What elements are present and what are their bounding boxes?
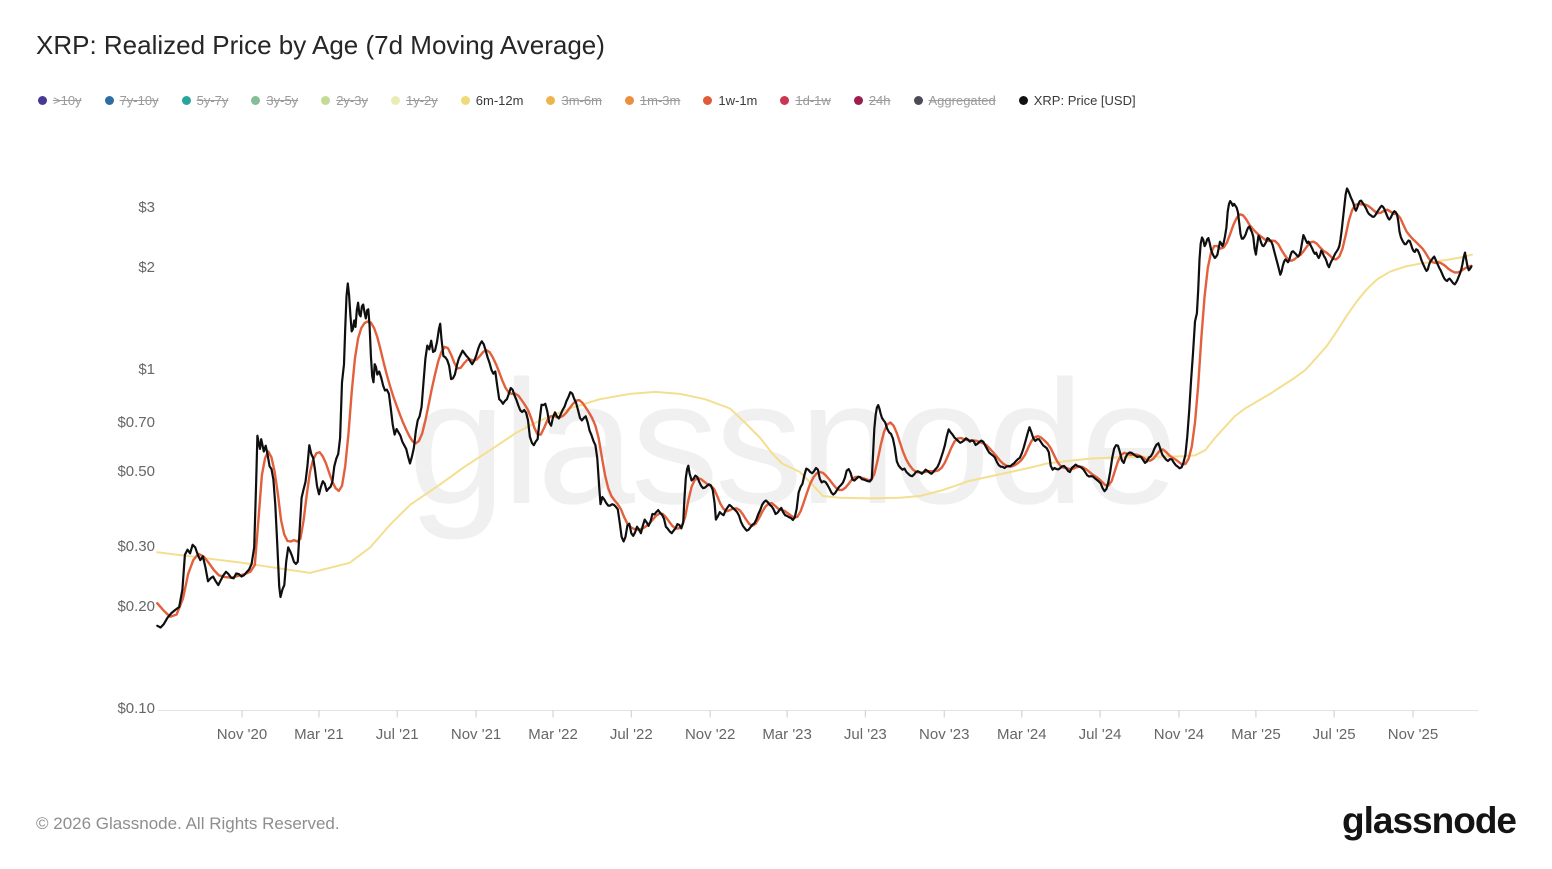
chart-title: XRP: Realized Price by Age (7d Moving Av… [36, 30, 605, 60]
legend-dot-icon [38, 96, 47, 105]
legend-item-label: 1w-1m [718, 93, 758, 108]
legend-item-6m-12m[interactable]: 6m-12m [460, 93, 524, 108]
series-line-xrp-price-usd- [156, 187, 1473, 629]
y-tick-label: $0.20 [117, 597, 155, 615]
x-tick-label: Nov '24 [1153, 726, 1205, 743]
legend-item-3y-5y[interactable]: 3y-5y [251, 93, 298, 108]
legend-item-label: 2y-3y [336, 93, 368, 108]
legend-dot-icon [624, 96, 634, 105]
legend-dot-icon [321, 96, 331, 105]
legend-item-1m-3m[interactable]: 1m-3m [624, 93, 681, 108]
legend-item-label: 5y-7y [196, 93, 229, 108]
legend-dot-icon [251, 96, 261, 105]
y-tick-label: $0.70 [117, 413, 155, 431]
legend-item-label: 6m-12m [475, 93, 524, 108]
y-tick-label: $2 [138, 258, 155, 276]
legend-dot-icon [703, 96, 713, 105]
legend-dot-icon [104, 96, 114, 105]
glassnode-logo: glassnode [1342, 800, 1517, 841]
x-tick-label: Jul '22 [609, 726, 653, 743]
legend-item-7y-10y[interactable]: 7y-10y [104, 93, 159, 108]
x-tick-label: Jul '24 [1078, 726, 1122, 743]
x-tick-label: Mar '22 [528, 726, 578, 743]
legend-item-24h[interactable]: 24h [853, 93, 891, 108]
x-tick-label: Mar '25 [1231, 726, 1281, 743]
y-tick-label: $0.10 [117, 700, 155, 717]
legend-item-aggregated[interactable]: Aggregated [913, 93, 996, 108]
legend-item-label: XRP: Price [USD] [1033, 93, 1136, 108]
legend-item-label: 1d-1w [795, 93, 831, 108]
legend-item-label: 3y-5y [266, 93, 299, 108]
legend-item-label: 7y-10y [119, 93, 159, 108]
legend-item-label: 3m-6m [561, 93, 602, 108]
legend-dot-icon [460, 96, 470, 105]
legend-item-2y-3y[interactable]: 2y-3y [321, 93, 368, 108]
y-tick-label: $0.30 [117, 538, 155, 556]
legend-item-1w-1m[interactable]: 1w-1m [703, 93, 757, 108]
legend-item-5y-7y[interactable]: 5y-7y [181, 93, 229, 108]
copyright-text: © 2026 Glassnode. All Rights Reserved. [36, 814, 340, 833]
x-tick-label: Nov '25 [1387, 726, 1439, 743]
x-tick-label: Mar '23 [762, 726, 812, 743]
x-tick-label: Jul '25 [1312, 726, 1356, 743]
x-tick-label: Mar '21 [294, 726, 344, 743]
legend: >10y 7y-10y 5y-7y 3y-5y 2y-3y 1y-2y 6m-12m 3m-6… [38, 93, 1136, 108]
legend-item-label: Aggregated [928, 93, 996, 108]
legend-item-1d-1w[interactable]: 1d-1w [780, 93, 831, 108]
legend-dot-icon [181, 96, 191, 105]
legend-dot-icon [390, 96, 400, 105]
legend-item-3m-6m[interactable]: 3m-6m [546, 93, 602, 108]
legend-item--10y[interactable]: >10y [38, 93, 82, 108]
x-tick-label: Jul '23 [843, 726, 887, 743]
legend-item-label: 1y-2y [405, 93, 438, 108]
series-line-1w-1m [156, 202, 1473, 618]
x-tick-label: Nov '20 [216, 726, 268, 743]
legend-item-label: 24h [868, 93, 891, 108]
y-tick-label: $3 [138, 199, 155, 217]
y-tick-label: $0.50 [117, 463, 155, 481]
x-tick-label: Nov '21 [450, 726, 502, 743]
legend-dot-icon [1018, 96, 1028, 105]
y-tick-label: $1 [138, 361, 155, 378]
x-tick-label: Mar '24 [997, 726, 1047, 743]
x-tick-label: Nov '22 [684, 726, 736, 743]
legend-dot-icon [913, 96, 923, 105]
x-tick-label: Nov '23 [919, 726, 970, 743]
legend-item-1y-2y[interactable]: 1y-2y [390, 93, 438, 108]
series-line-6m-12m [156, 253, 1473, 574]
legend-dot-icon [780, 96, 790, 105]
legend-item-label: >10y [53, 93, 82, 108]
legend-item-label: 1m-3m [639, 93, 681, 108]
legend-dot-icon [853, 96, 863, 105]
legend-dot-icon [546, 96, 556, 105]
x-tick-label: Jul '21 [375, 726, 419, 743]
legend-item-xrp-price-usd-[interactable]: XRP: Price [USD] [1018, 93, 1136, 108]
